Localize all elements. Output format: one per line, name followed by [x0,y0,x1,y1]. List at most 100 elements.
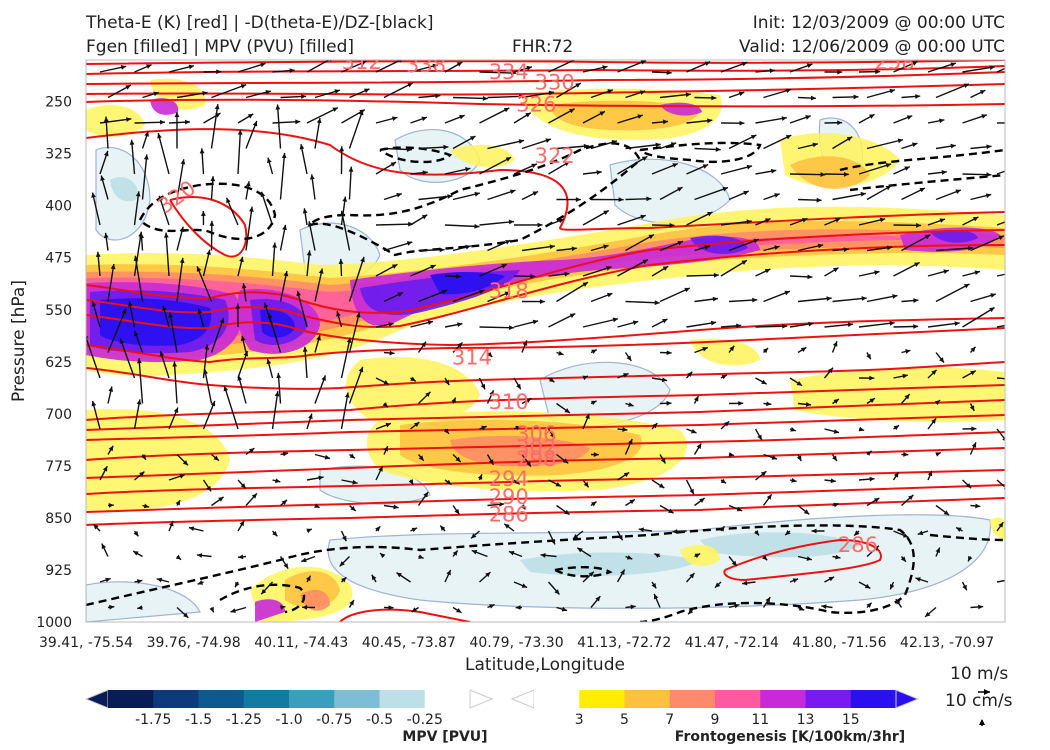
wind-vector-head [611,140,617,145]
wind-vector-head [508,325,514,331]
wind-vector-shaft [686,274,719,277]
wind-vector-head [935,452,941,457]
wind-vector-shaft [276,104,282,149]
wind-vector-head [371,574,377,581]
wind-vector-shaft [176,91,208,99]
wind-vector-head [885,163,892,168]
wind-vector-head [646,196,652,202]
wind-vector-shaft [260,191,274,226]
wind-vector-head [696,443,702,449]
wind-vector-head [712,296,718,302]
wind-vector-head [120,65,127,70]
wind-vector-head [531,163,537,169]
wind-vector-head [741,61,748,67]
wind-vector-head [837,120,843,126]
wind-vector-head [916,222,922,228]
wind-vector-head [109,604,115,610]
wind-vector-head [341,577,347,583]
wind-vector-head [817,243,824,249]
wind-vector-head [729,345,735,352]
wind-vector-shaft [348,256,365,302]
wind-vector-head [811,528,817,534]
wind-vector-head [866,450,872,456]
wind-vector-head [307,221,313,227]
wind-vector-shaft [211,83,247,99]
wind-vector-head [711,95,717,101]
wind-vector-head [846,136,853,142]
colorbar-tick-label: -1.75 [135,712,171,728]
wind-vector-head [360,61,367,66]
wind-key-arrows [978,689,990,726]
wind-vector-head [358,109,364,116]
wind-vector-head [971,442,977,448]
wind-vector-shaft [158,195,170,226]
x-tick-label: 42.13, -70.97 [900,635,994,651]
wind-vector-shaft [521,91,555,99]
wind-vector-head [440,525,446,531]
wind-vector-head [699,498,705,503]
wind-vector-head [396,572,402,578]
wind-vector-head [396,192,402,198]
wind-vector-head [261,588,267,595]
wind-vector-head [218,496,224,502]
wind-vector-head [184,119,191,125]
wind-vector-shaft [340,392,349,430]
x-tick-label: 41.13, -72.72 [577,635,671,651]
wind-vector-head [456,608,462,613]
wind-vector-head [280,605,286,610]
wind-vector-head [237,375,243,381]
wind-vector-head [638,527,644,533]
wind-vector-head [805,115,811,120]
wind-vector-shaft [157,132,170,175]
wind-vector-head [447,194,453,199]
wind-vector-head [159,119,166,125]
wind-vector-head [564,408,570,413]
wind-vector-head [306,575,311,582]
wind-vector-head [439,247,445,253]
wind-vector-head [266,358,272,365]
wind-vector-head [791,478,797,483]
wind-vector-head [1010,322,1015,327]
y-tick-label: 775 [45,459,72,475]
wind-vector-head [216,69,222,75]
wind-vector-head [283,270,289,277]
wind-vector-head [129,139,135,145]
colorbar-tick-label: -1.5 [185,712,212,728]
wind-vector-head [515,425,521,431]
wind-vector-head [902,533,909,538]
wind-vector-head [108,386,114,392]
wind-vector-head [474,223,480,229]
wind-vector-head [784,290,790,296]
fgen-colorbar-title: Frontogenesis [K/100km/3hr] [675,729,905,745]
wind-vector-head [489,390,494,396]
wind-vector-head [522,340,528,346]
wind-vector-shaft [617,214,647,226]
wind-vector-head [260,62,266,68]
wind-vector-head [282,451,289,457]
wind-vector-shaft [479,71,517,74]
wind-vector-shaft [223,385,239,430]
wind-vector-head [564,271,570,277]
wind-vector-shaft [625,143,661,150]
wind-vector-shaft [134,121,166,124]
wind-vector-head [103,150,109,157]
colorbar-segment [805,690,852,708]
wind-vector-head [569,313,576,319]
wind-vector-head [575,83,581,88]
wind-vector-head [197,308,203,315]
wind-vector-head [511,70,517,76]
wind-vector-head [91,301,97,307]
theta-e-label: 318 [489,279,529,303]
wind-vector-head [769,68,775,74]
wind-vector-head [474,191,480,197]
y-tick-label: 850 [45,511,72,527]
wind-vector-head [662,119,669,125]
wind-vector-head [575,197,581,202]
theta-e-label: 326 [516,92,556,116]
wind-vector-head [860,191,866,197]
wind-vector-shaft [996,479,1005,488]
wind-vector-head [816,197,822,203]
wind-vector-shaft [267,312,282,353]
wind-vector-head [908,494,914,501]
wind-vector-head [545,138,551,143]
